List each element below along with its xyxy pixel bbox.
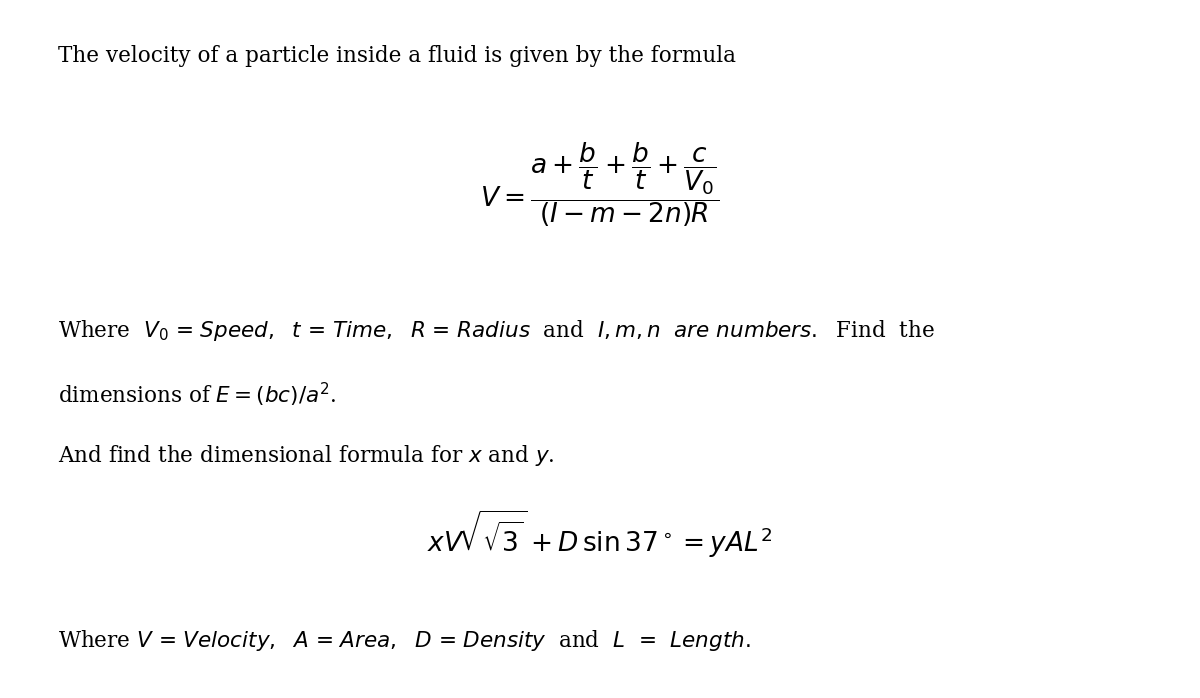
- Text: dimensions of $E = (bc)/a^2$.: dimensions of $E = (bc)/a^2$.: [58, 380, 336, 408]
- Text: Where $V$ = $Velocity,$  $A$ = $Area,$  $D$ = $Density$  and  $L$  =  $Length.$: Where $V$ = $Velocity,$ $A$ = $Area,$ $D…: [58, 628, 750, 653]
- Text: Where  $V_0$ = $Speed,$  $t$ = $Time,$  $R$ = $Radius$  and  $I, m, n$  $are\ nu: Where $V_0$ = $Speed,$ $t$ = $Time,$ $R$…: [58, 318, 935, 343]
- Text: The velocity of a particle inside a fluid is given by the formula: The velocity of a particle inside a flui…: [58, 45, 736, 68]
- Text: And find the dimensional formula for $x$ and $y$.: And find the dimensional formula for $x$…: [58, 443, 554, 468]
- Text: $V = \dfrac{a + \dfrac{b}{t} + \dfrac{b}{t} + \dfrac{c}{V_0}}{(I - m - 2n)R}$: $V = \dfrac{a + \dfrac{b}{t} + \dfrac{b}…: [480, 140, 720, 230]
- Text: $xV\!\sqrt{\sqrt{3}} + D\,\sin 37^\circ = yAL^2$: $xV\!\sqrt{\sqrt{3}} + D\,\sin 37^\circ …: [427, 508, 773, 560]
